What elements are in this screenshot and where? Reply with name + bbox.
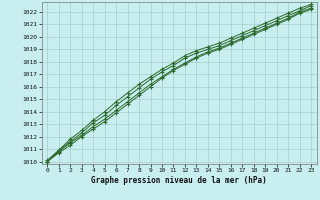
X-axis label: Graphe pression niveau de la mer (hPa): Graphe pression niveau de la mer (hPa) (91, 176, 267, 185)
